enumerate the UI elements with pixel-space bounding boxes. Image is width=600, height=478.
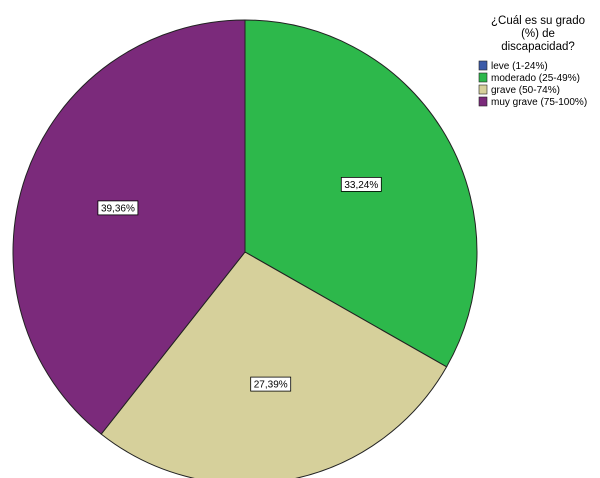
legend-swatch-3 [478, 96, 488, 107]
pie-data-labels: 33,24% 27,39% 39,36% [97, 176, 382, 392]
legend-label-3: muy grave (75-100%) [491, 97, 587, 108]
legend-swatch-1 [478, 72, 488, 83]
data-label-3: 39,36% [97, 200, 139, 216]
legend-label-1: moderado (25-49%) [491, 73, 580, 84]
legend-title-line-1: ¿Cuál es su grado [491, 15, 585, 27]
legend-item-1: moderado (25-49%) [478, 72, 580, 84]
pie-slices [12, 19, 478, 478]
legend-label-2: grave (50-74%) [491, 85, 560, 96]
legend-title-line-3: discapacidad? [501, 41, 575, 53]
pie-slice-1 [244, 19, 478, 368]
legend-item-2: grave (50-74%) [478, 84, 560, 96]
pie-slice-2 [100, 251, 448, 478]
legend-item-3: muy grave (75-100%) [478, 96, 587, 108]
legend: ¿Cuál es su grado (%) de discapacidad? l… [478, 15, 587, 108]
legend-title-line-2: (%) de [521, 28, 555, 40]
legend-swatch-0 [478, 60, 488, 71]
legend-item-0: leve (1-24%) [478, 60, 548, 72]
svg-text:27,39%: 27,39% [254, 380, 288, 391]
legend-swatch-2 [478, 84, 488, 95]
data-label-1: 33,24% [340, 176, 382, 192]
legend-label-0: leve (1-24%) [491, 61, 548, 72]
svg-text:39,36%: 39,36% [101, 203, 135, 214]
pie-slice-3 [12, 19, 246, 435]
data-label-2: 27,39% [250, 376, 292, 392]
svg-text:33,24%: 33,24% [344, 180, 378, 191]
